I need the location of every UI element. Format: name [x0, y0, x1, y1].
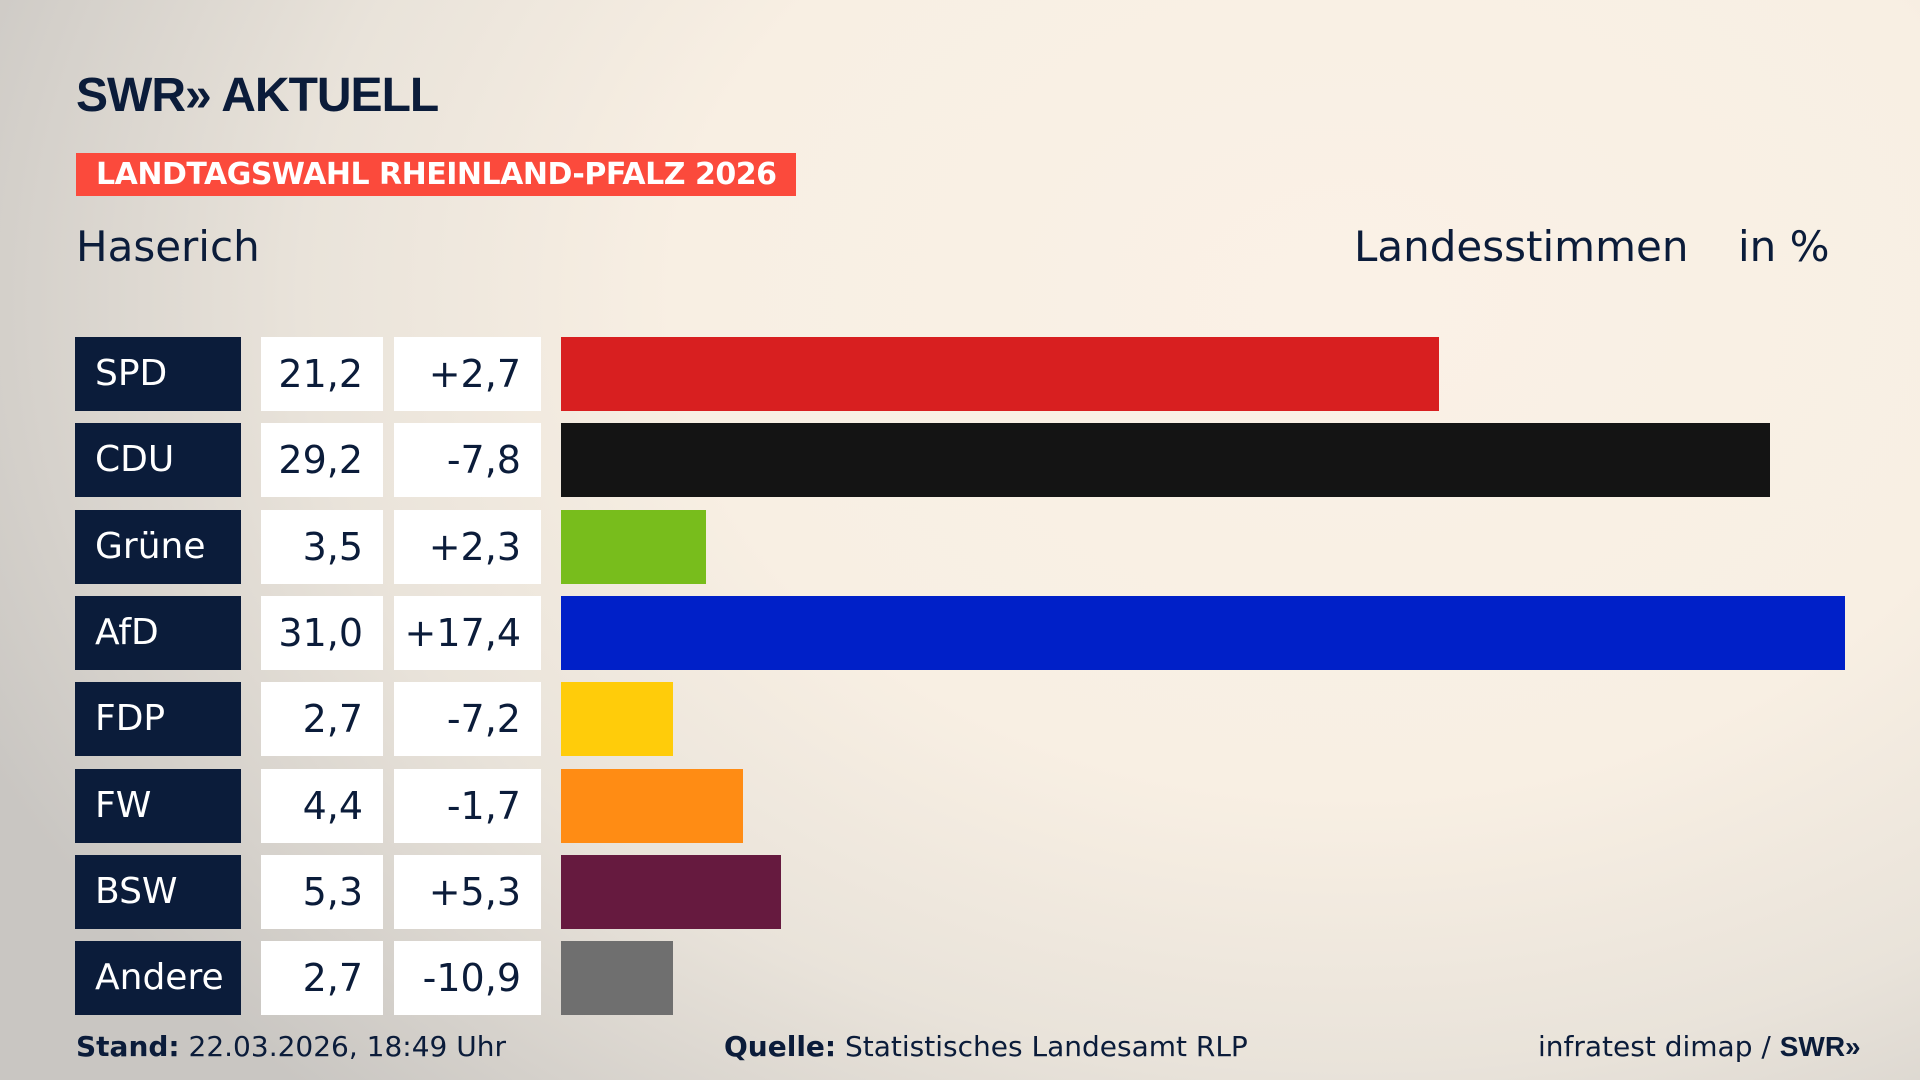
bar-bsw [561, 854, 781, 929]
party-label: FW [75, 768, 241, 843]
value-label: 21,2 [261, 337, 383, 411]
diff-label: -7,2 [394, 682, 541, 757]
party-label: BSW [75, 854, 241, 929]
diff-label: -1,7 [394, 768, 541, 843]
header-unit: in % [1738, 222, 1830, 271]
diff-label: -10,9 [394, 941, 541, 1016]
value-label: 3,5 [261, 509, 383, 584]
party-label: Grüne [75, 509, 241, 584]
party-label: AfD [75, 595, 241, 670]
party-label: FDP [75, 682, 241, 757]
party-label: Andere [75, 941, 241, 1016]
bar-grüne [561, 509, 706, 584]
credit-text: infratest dimap / [1538, 1030, 1780, 1063]
bar-fdp [561, 682, 673, 757]
source-label: Quelle: [724, 1030, 837, 1063]
swr-aktuell-logo: SWR» AKTUELL [76, 69, 439, 122]
bar-afd [561, 595, 1845, 670]
swr-logo: SWR» [1779, 1031, 1861, 1062]
header-label: Landesstimmen [1354, 222, 1689, 271]
footer-stand: Stand: 22.03.2026, 18:49 Uhr [76, 1030, 506, 1063]
diff-label: +5,3 [394, 854, 541, 929]
diff-label: +17,4 [394, 595, 541, 670]
bar-spd [561, 337, 1440, 411]
bar-andere [561, 941, 673, 1016]
diff-label: +2,3 [394, 509, 541, 584]
party-label: CDU [75, 423, 241, 498]
value-label: 31,0 [261, 595, 383, 670]
stand-value: 22.03.2026, 18:49 Uhr [188, 1030, 506, 1063]
party-label: SPD [75, 337, 241, 411]
footer-credit: infratest dimap / SWR» [1538, 1030, 1861, 1063]
bar-cdu [561, 423, 1771, 498]
value-label: 2,7 [261, 941, 383, 1016]
diff-label: +2,7 [394, 337, 541, 411]
value-label: 2,7 [261, 682, 383, 757]
value-label: 5,3 [261, 854, 383, 929]
bar-fw [561, 768, 744, 843]
source-value: Statistisches Landesamt RLP [845, 1030, 1248, 1063]
value-label: 29,2 [261, 423, 383, 498]
diff-label: -7,8 [394, 423, 541, 498]
stand-label: Stand: [76, 1030, 180, 1063]
footer-source: Quelle: Statistisches Landesamt RLP [724, 1030, 1248, 1063]
value-label: 4,4 [261, 768, 383, 843]
location-title: Haserich [76, 222, 260, 271]
election-banner: LANDTAGSWAHL RHEINLAND-PFALZ 2026 [76, 153, 797, 196]
